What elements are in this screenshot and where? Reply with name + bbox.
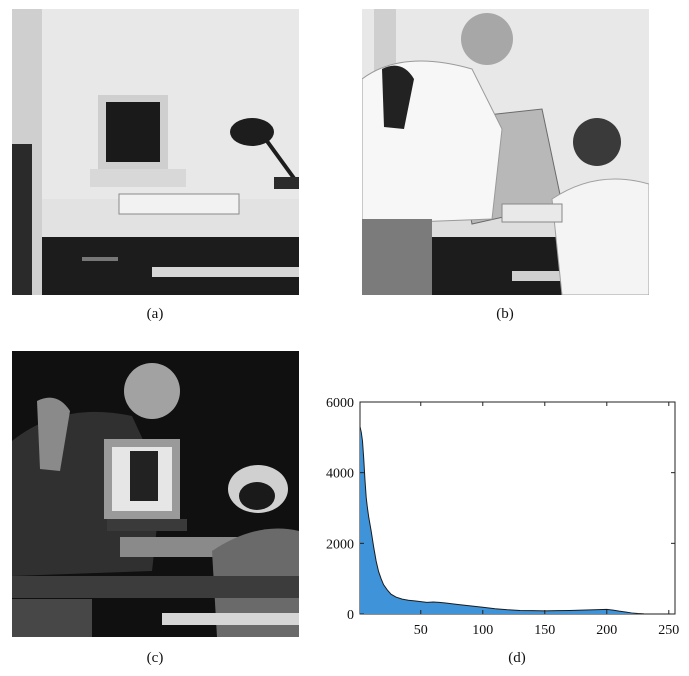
photo-a: [12, 9, 299, 295]
photo-a-drawing: [12, 9, 299, 295]
plot-frame: [359, 401, 676, 615]
photo-c-drawing: [12, 351, 299, 637]
x-tick-label: 150: [534, 623, 555, 638]
caption-a: (a): [146, 306, 164, 322]
y-tick-label: 2000: [326, 537, 354, 552]
y-tick-label: 6000: [326, 396, 354, 411]
caption-c: (c): [146, 650, 164, 666]
photo-c: [12, 351, 299, 637]
x-tick-label: 50: [414, 623, 428, 638]
x-tick-label: 200: [596, 623, 617, 638]
caption-d: (d): [508, 650, 526, 666]
histogram-area: [360, 426, 675, 614]
y-tick-label: 0: [347, 608, 354, 623]
y-tick-label: 4000: [326, 467, 354, 482]
x-tick-label: 250: [658, 623, 679, 638]
x-tick-label: 100: [472, 623, 493, 638]
histogram-outline: [359, 426, 675, 615]
photo-b-drawing: [362, 9, 649, 295]
caption-b: (b): [496, 306, 514, 322]
photo-b: [362, 9, 649, 295]
